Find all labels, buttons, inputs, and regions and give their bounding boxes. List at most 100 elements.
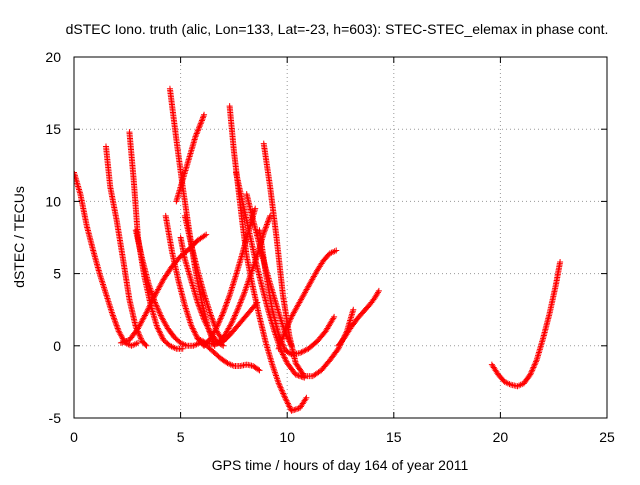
data-point-marker <box>208 313 215 320</box>
data-point-marker <box>265 218 272 225</box>
data-point-marker <box>301 347 308 354</box>
grid-layer <box>74 57 607 418</box>
data-point-marker <box>220 308 227 315</box>
data-point-marker <box>287 315 294 322</box>
data-point-marker <box>276 342 283 349</box>
data-point-marker <box>199 312 206 319</box>
data-point-marker <box>527 371 534 378</box>
data-point-marker <box>529 367 536 374</box>
data-point-marker <box>156 309 163 316</box>
x-axis-label: GPS time / hours of day 164 of year 2011 <box>212 457 469 473</box>
data-point-marker <box>279 334 286 341</box>
data-point-marker <box>303 394 310 401</box>
data-point-marker <box>194 299 201 306</box>
data-point-marker <box>275 380 282 387</box>
data-point-marker <box>134 339 141 346</box>
data-point-marker <box>530 364 537 371</box>
data-point-marker <box>149 298 156 305</box>
data-point-marker <box>195 126 202 133</box>
data-point-marker <box>112 318 119 325</box>
data-point-marker <box>157 311 164 318</box>
data-point-marker <box>151 293 158 300</box>
data-point-marker <box>277 384 284 391</box>
data-point-marker <box>194 335 201 342</box>
data-point-marker <box>284 322 291 329</box>
data-point-marker <box>262 224 269 231</box>
data-point-marker <box>239 293 246 300</box>
data-point-marker <box>220 309 227 316</box>
data-point-marker <box>350 306 357 313</box>
data-point-marker <box>201 339 208 346</box>
data-point-marker <box>231 313 238 320</box>
data-point-marker <box>275 345 282 352</box>
data-point-marker <box>261 227 268 234</box>
data-point-marker <box>529 365 536 372</box>
data-point-marker <box>216 318 223 325</box>
data-point-marker <box>286 403 293 410</box>
data-point-marker <box>222 303 229 310</box>
data-point-marker <box>224 298 231 305</box>
data-point-marker <box>256 367 263 374</box>
data-point-marker <box>283 324 290 331</box>
data-point-marker <box>232 311 239 318</box>
data-point-marker <box>281 329 288 336</box>
data-point-marker <box>238 298 245 305</box>
data-point-marker <box>226 293 233 300</box>
data-point-marker <box>331 313 338 320</box>
data-series-20 <box>275 247 340 352</box>
data-point-marker <box>144 306 151 313</box>
data-point-marker <box>188 322 195 329</box>
data-point-marker <box>283 325 290 332</box>
data-point-marker <box>155 308 162 315</box>
data-point-marker <box>198 311 205 318</box>
data-point-marker <box>280 352 287 359</box>
data-point-marker <box>109 311 116 318</box>
data-point-marker <box>111 316 118 323</box>
data-point-marker <box>115 326 122 333</box>
data-point-marker <box>375 289 382 296</box>
data-point-marker <box>255 366 262 373</box>
data-point-marker <box>298 349 305 356</box>
data-point-marker <box>276 381 283 388</box>
data-point-marker <box>192 331 199 338</box>
data-point-marker <box>262 225 269 232</box>
data-point-marker <box>230 316 237 323</box>
data-point-marker <box>207 311 214 318</box>
data-point-marker <box>235 303 242 310</box>
data-point-marker <box>285 321 292 328</box>
data-point-marker <box>253 300 260 307</box>
data-point-marker <box>200 315 207 322</box>
data-point-marker <box>203 231 210 238</box>
data-point-marker <box>201 232 208 239</box>
data-point-marker <box>195 302 202 309</box>
data-point-marker <box>193 332 200 339</box>
data-point-marker <box>157 331 164 338</box>
data-point-marker <box>333 247 340 254</box>
data-point-marker <box>300 371 307 378</box>
data-point-marker <box>264 220 271 227</box>
data-point-marker <box>197 306 204 313</box>
data-point-marker <box>531 361 538 368</box>
data-point-marker <box>261 228 268 235</box>
data-point-marker <box>110 315 117 322</box>
data-point-marker <box>221 306 228 313</box>
data-point-marker <box>276 383 283 390</box>
data-point-marker <box>260 230 267 237</box>
data-point-marker <box>239 295 246 302</box>
data-point-marker <box>237 299 244 306</box>
data-point-marker <box>235 305 242 312</box>
data-point-marker <box>263 222 270 229</box>
data-point-marker <box>209 316 216 323</box>
data-point-marker <box>275 331 282 338</box>
data-point-marker <box>278 386 285 393</box>
data-point-marker <box>143 309 150 316</box>
data-point-marker <box>142 341 149 348</box>
data-point-marker <box>204 324 211 331</box>
data-point-marker <box>528 368 535 375</box>
y-tick-label: 15 <box>45 121 61 137</box>
data-point-marker <box>280 391 287 398</box>
data-point-marker <box>281 354 288 361</box>
data-point-marker <box>192 133 199 140</box>
data-point-marker <box>142 311 149 318</box>
